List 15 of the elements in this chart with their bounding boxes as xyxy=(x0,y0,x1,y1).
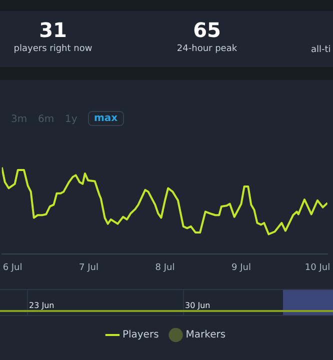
text: all-ti xyxy=(311,45,331,55)
text: 30 Jun xyxy=(185,301,210,310)
legend-label: Players xyxy=(122,330,159,341)
text: 31 xyxy=(38,18,68,42)
text: max xyxy=(88,111,124,126)
text: 24-hour peak xyxy=(176,44,238,54)
x-tick-label: 9 Jul xyxy=(232,262,251,273)
x-tick-label: 7 Jul xyxy=(79,262,98,273)
legend-label: Markers xyxy=(186,330,226,341)
text: players right now xyxy=(12,44,94,54)
x-tick-label: 6 Jul xyxy=(2,262,22,273)
x-tick-label: 10 Jul xyxy=(304,262,330,273)
x-tick-label: 8 Jul xyxy=(155,262,175,273)
text: 23 Jun xyxy=(29,301,54,310)
text: 65 xyxy=(192,18,222,42)
